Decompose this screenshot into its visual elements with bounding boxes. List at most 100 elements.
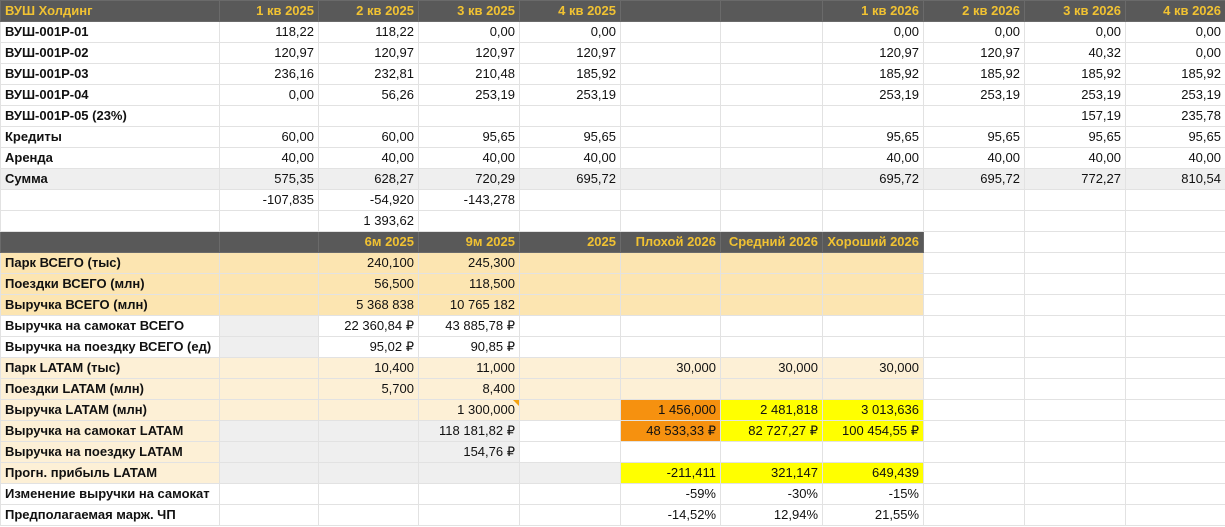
cell[interactable]: 30,000 bbox=[720, 357, 823, 379]
cell[interactable]: 43 885,78 ₽ bbox=[418, 315, 520, 337]
cell[interactable] bbox=[620, 147, 721, 169]
cell[interactable]: -143,278 bbox=[418, 189, 520, 211]
cell[interactable]: 118,500 bbox=[418, 273, 520, 295]
cell[interactable] bbox=[0, 189, 220, 211]
cell[interactable]: 0,00 bbox=[1125, 42, 1225, 64]
cell[interactable]: 5 368 838 bbox=[318, 294, 419, 316]
cell[interactable] bbox=[923, 504, 1025, 526]
cell[interactable]: 82 727,27 ₽ bbox=[720, 420, 823, 442]
cell[interactable] bbox=[519, 378, 621, 400]
cell[interactable]: 154,76 ₽ bbox=[418, 441, 520, 463]
cell[interactable]: Выручка на поездку ВСЕГО (ед) bbox=[0, 336, 220, 358]
cell[interactable] bbox=[219, 462, 319, 484]
cell[interactable] bbox=[1024, 273, 1126, 295]
cell[interactable] bbox=[519, 483, 621, 505]
cell[interactable] bbox=[519, 504, 621, 526]
cell[interactable] bbox=[1125, 315, 1225, 337]
cell[interactable]: Поездки LATAM (млн) bbox=[0, 378, 220, 400]
cell[interactable]: 95,65 bbox=[923, 126, 1025, 148]
cell[interactable] bbox=[620, 252, 721, 274]
cell[interactable]: Парк ВСЕГО (тыс) bbox=[0, 252, 220, 274]
cell[interactable] bbox=[519, 105, 621, 127]
cell[interactable] bbox=[620, 294, 721, 316]
cell[interactable]: 232,81 bbox=[318, 63, 419, 85]
cell[interactable] bbox=[822, 378, 924, 400]
cell[interactable] bbox=[620, 105, 721, 127]
cell[interactable]: 40,00 bbox=[219, 147, 319, 169]
cell[interactable]: 40,00 bbox=[1125, 147, 1225, 169]
cell[interactable]: 628,27 bbox=[318, 168, 419, 190]
cell[interactable]: 95,65 bbox=[519, 126, 621, 148]
cell[interactable]: 0,00 bbox=[219, 84, 319, 106]
cell[interactable]: Парк LATAM (тыс) bbox=[0, 357, 220, 379]
cell[interactable]: 649,439 bbox=[822, 462, 924, 484]
cell[interactable] bbox=[519, 315, 621, 337]
cell[interactable]: 90,85 ₽ bbox=[418, 336, 520, 358]
header-cell[interactable]: 1 кв 2025 bbox=[219, 0, 319, 22]
cell[interactable] bbox=[720, 315, 823, 337]
cell[interactable] bbox=[418, 105, 520, 127]
cell[interactable] bbox=[1024, 210, 1126, 232]
cell[interactable]: 40,32 bbox=[1024, 42, 1126, 64]
cell[interactable] bbox=[822, 336, 924, 358]
header-cell[interactable] bbox=[1125, 231, 1225, 253]
cell[interactable]: 0,00 bbox=[1125, 21, 1225, 43]
cell[interactable] bbox=[620, 210, 721, 232]
cell[interactable] bbox=[519, 273, 621, 295]
cell[interactable] bbox=[318, 420, 419, 442]
cell[interactable]: 253,19 bbox=[1125, 84, 1225, 106]
cell[interactable]: -59% bbox=[620, 483, 721, 505]
cell[interactable] bbox=[1125, 441, 1225, 463]
cell[interactable] bbox=[923, 462, 1025, 484]
cell[interactable] bbox=[318, 441, 419, 463]
cell[interactable] bbox=[519, 462, 621, 484]
cell[interactable] bbox=[923, 420, 1025, 442]
header-cell[interactable]: Плохой 2026 bbox=[620, 231, 721, 253]
cell[interactable] bbox=[318, 483, 419, 505]
cell[interactable] bbox=[720, 63, 823, 85]
cell[interactable]: Сумма bbox=[0, 168, 220, 190]
cell[interactable]: 40,00 bbox=[519, 147, 621, 169]
header-cell[interactable]: 4 кв 2026 bbox=[1125, 0, 1225, 22]
cell[interactable]: 120,97 bbox=[318, 42, 419, 64]
cell[interactable] bbox=[620, 21, 721, 43]
cell[interactable]: 12,94% bbox=[720, 504, 823, 526]
cell[interactable] bbox=[923, 441, 1025, 463]
cell[interactable] bbox=[822, 315, 924, 337]
cell[interactable]: Поездки ВСЕГО (млн) bbox=[0, 273, 220, 295]
cell[interactable]: 30,000 bbox=[822, 357, 924, 379]
cell[interactable] bbox=[519, 420, 621, 442]
cell[interactable] bbox=[1024, 336, 1126, 358]
header-cell[interactable]: 2 кв 2026 bbox=[923, 0, 1025, 22]
cell[interactable] bbox=[1125, 420, 1225, 442]
cell[interactable] bbox=[0, 210, 220, 232]
cell[interactable] bbox=[822, 252, 924, 274]
cell[interactable] bbox=[418, 462, 520, 484]
cell[interactable]: 118,22 bbox=[219, 21, 319, 43]
cell[interactable]: -30% bbox=[720, 483, 823, 505]
cell[interactable] bbox=[1024, 378, 1126, 400]
cell[interactable] bbox=[519, 336, 621, 358]
cell[interactable]: 2 481,818 bbox=[720, 399, 823, 421]
cell[interactable] bbox=[519, 441, 621, 463]
cell[interactable]: 575,35 bbox=[219, 168, 319, 190]
header-cell[interactable]: 6м 2025 bbox=[318, 231, 419, 253]
header-cell[interactable]: 1 кв 2026 bbox=[822, 0, 924, 22]
cell[interactable] bbox=[620, 42, 721, 64]
cell[interactable] bbox=[1125, 504, 1225, 526]
cell[interactable]: 1 300,000 bbox=[418, 399, 520, 421]
cell[interactable] bbox=[822, 294, 924, 316]
cell[interactable]: Выручка на самокат ВСЕГО bbox=[0, 315, 220, 337]
cell[interactable]: 185,92 bbox=[822, 63, 924, 85]
header-cell[interactable] bbox=[720, 0, 823, 22]
cell[interactable]: 0,00 bbox=[923, 21, 1025, 43]
cell[interactable]: 60,00 bbox=[219, 126, 319, 148]
header-cell[interactable]: 2025 bbox=[519, 231, 621, 253]
cell[interactable] bbox=[519, 210, 621, 232]
cell[interactable] bbox=[318, 399, 419, 421]
cell[interactable] bbox=[720, 189, 823, 211]
cell[interactable] bbox=[620, 441, 721, 463]
cell[interactable]: 22 360,84 ₽ bbox=[318, 315, 419, 337]
header-cell[interactable] bbox=[1024, 231, 1126, 253]
cell[interactable]: 120,97 bbox=[418, 42, 520, 64]
